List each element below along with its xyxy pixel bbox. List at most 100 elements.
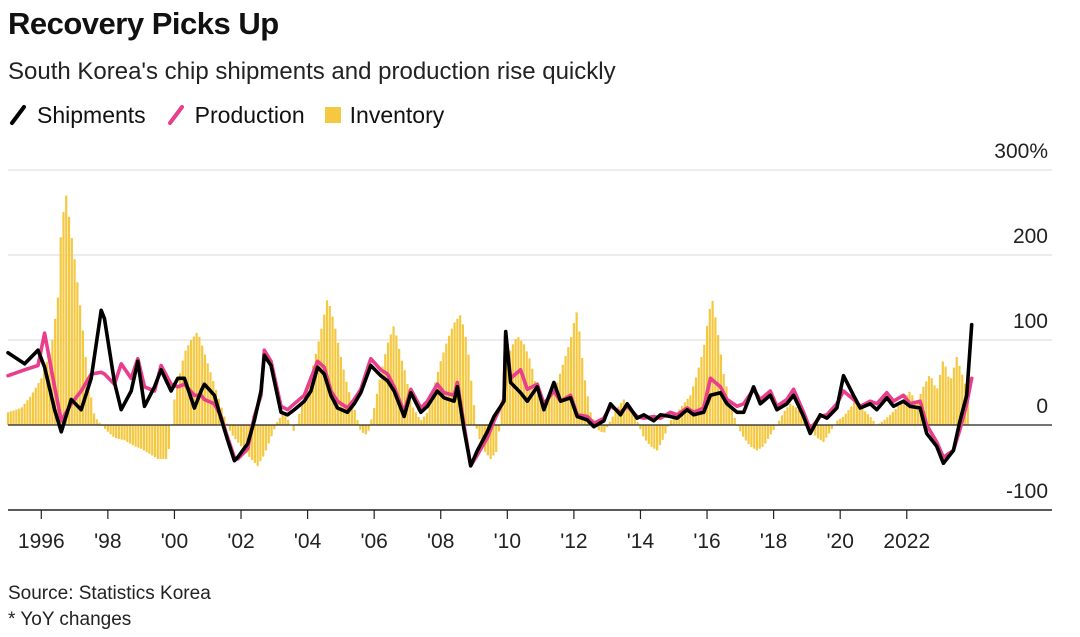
inventory-bar	[911, 395, 914, 425]
inventory-bar	[614, 411, 617, 425]
inventory-bar	[434, 382, 437, 425]
x-tick-label: '10	[494, 530, 521, 553]
inventory-bar	[67, 216, 71, 425]
inventory-bar	[103, 425, 107, 429]
inventory-bar	[564, 355, 567, 425]
x-tick-label: 2022	[883, 530, 930, 553]
inventory-bar	[952, 367, 956, 425]
inventory-bar	[705, 325, 709, 425]
inventory-bar	[631, 411, 634, 425]
inventory-bar	[600, 425, 603, 433]
inventory-bar	[761, 425, 764, 447]
inventory-bar	[764, 425, 767, 444]
inventory-bar	[275, 422, 279, 425]
inventory-bar	[489, 425, 492, 459]
inventory-bar	[653, 425, 656, 449]
chart-subtitle: South Korea's chip shipments and product…	[8, 58, 616, 85]
inventory-bar	[780, 415, 784, 425]
inventory-bar	[300, 404, 304, 425]
inventory-bar	[891, 411, 894, 425]
inventory-bar	[381, 366, 384, 425]
inventory-bar	[755, 425, 759, 451]
inventory-bar	[492, 425, 495, 456]
inventory-bar	[317, 341, 320, 425]
source-note: Source: Statistics Korea	[8, 583, 211, 604]
inventory-bar	[650, 425, 653, 447]
inventory-bar	[159, 425, 162, 459]
inventory-bar	[742, 425, 745, 437]
inventory-bar	[126, 425, 129, 442]
inventory-bar	[672, 416, 675, 425]
inventory-bar	[131, 425, 134, 446]
inventory-bar	[733, 417, 736, 425]
inventory-bar	[328, 306, 331, 425]
inventory-bar	[508, 350, 512, 425]
inventory-bar	[656, 425, 659, 451]
inventory-bar	[822, 425, 825, 442]
inventory-bar	[81, 330, 84, 425]
inventory-bar	[603, 425, 606, 433]
inventory-bar	[117, 425, 121, 439]
gridlines	[8, 169, 1052, 511]
inventory-bar	[947, 376, 950, 425]
inventory-bar	[445, 343, 448, 425]
inventory-bar	[739, 425, 742, 432]
inventory-bar	[567, 347, 570, 425]
inventory-bar	[331, 316, 334, 425]
inventory-bar	[800, 413, 803, 425]
inventory-bar	[814, 425, 817, 436]
inventory-bar	[578, 331, 581, 425]
inventory-bar	[841, 416, 845, 425]
inventory-bar	[342, 369, 345, 425]
inventory-bar	[581, 358, 584, 425]
inventory-bar	[958, 365, 961, 425]
inventory-bar	[694, 377, 698, 425]
inventory-bar	[836, 420, 839, 425]
inventory-bar	[459, 315, 462, 425]
inventory-bar	[844, 413, 847, 425]
inventory-bar	[747, 425, 750, 445]
inventory-bar	[730, 409, 734, 425]
inventory-bar	[284, 414, 287, 425]
y-tick-label: 300%	[994, 140, 1048, 163]
inventory-bar-icon	[324, 107, 341, 123]
inventory-bar	[417, 416, 420, 425]
inventory-bar	[151, 425, 154, 456]
inventory-bar	[181, 360, 184, 425]
inventory-bar	[145, 425, 148, 453]
x-tick-label: '02	[227, 530, 254, 553]
inventory-bar	[20, 407, 23, 425]
inventory-bar	[467, 354, 470, 425]
inventory-bar	[23, 403, 26, 425]
inventory-bar	[403, 370, 406, 425]
inventory-bar	[239, 425, 243, 447]
inventory-bar	[176, 386, 179, 425]
inventory-bar	[334, 328, 337, 425]
inventory-bar	[195, 332, 198, 425]
inventory-bar	[617, 406, 620, 425]
inventory-bar	[791, 405, 795, 425]
inventory-bar	[897, 405, 900, 425]
inventory-bar	[783, 410, 786, 425]
inventory-bar	[56, 297, 60, 425]
inventory-bar	[453, 322, 456, 425]
x-tick-label: '08	[427, 530, 454, 553]
inventory-bar	[633, 416, 637, 425]
inventory-bar	[606, 425, 609, 428]
inventory-bar	[545, 403, 548, 425]
inventory-bar	[40, 378, 43, 425]
inventory-bar	[852, 403, 856, 425]
inventory-bar	[500, 399, 503, 425]
inventory-bar	[345, 381, 348, 425]
inventory-bar	[353, 409, 356, 425]
inventory-bar	[889, 414, 892, 425]
inventory-bar	[830, 425, 833, 430]
inventory-bar	[533, 381, 537, 425]
inventory-bar	[411, 407, 415, 425]
inventory-bar	[242, 425, 245, 450]
inventory-bar	[178, 373, 182, 425]
legend-item-shipments: Shipments	[8, 102, 146, 129]
inventory-bar	[420, 420, 423, 425]
inventory-bar	[287, 419, 290, 425]
inventory-bar	[192, 336, 195, 425]
